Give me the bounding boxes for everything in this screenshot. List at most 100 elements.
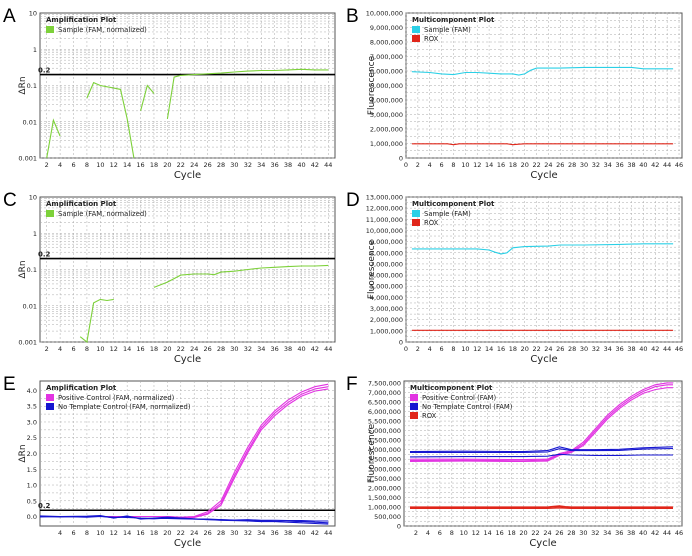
x-tick-labels: 2 4 6 8 10 12 14 16 18 20 22 24 26 28 30 32 34 36 38 40 42 44 [45,345,333,353]
x-tick-label: 10 [96,345,104,353]
chart-title: Multicomponent Plot [412,16,495,24]
x-tick-label: 36 [271,345,279,353]
x-tick-label: 30 [230,529,238,537]
x-tick-label: 10 [461,161,469,169]
legend-swatch [412,35,420,42]
x-tick-label: 4 [426,529,430,537]
y-tick-label: 10 [29,10,37,18]
threshold-label: 0.2 [38,502,51,510]
x-tick-label: 20 [519,529,527,537]
x-tick-label: 34 [257,529,265,537]
x-tick-label: 26 [556,161,564,169]
x-tick-label: 20 [521,345,529,353]
y-tick-label: 11,000,000 [366,216,403,224]
legend-swatch [46,26,54,33]
x-tick-label: 20 [521,161,529,169]
series-line [409,446,674,453]
amplification-plot: 0.2 4 6 8 10 12 14 16 18 20 22 24 26 28 30 32 34 36 38 40 42… [18,380,336,549]
y-tick-label: 0 [399,339,403,347]
y-axis-title: ΔRn [18,260,28,278]
x-tick-label: 24 [190,529,198,537]
x-tick-label: 2 [414,529,418,537]
series-group [409,382,674,509]
x-tick-label: 42 [651,345,659,353]
legend-swatch [410,412,418,419]
y-tick-label: 7,000,000 [370,260,403,268]
x-tick-label: 10 [96,529,104,537]
grid [40,197,335,343]
y-tick-label: 7,000,000 [368,389,401,397]
y-tick-label: 1.5 [27,466,37,474]
series-line [153,264,329,288]
y-tick-label: 4,000,000 [370,294,403,302]
y-axis-title: ΔRn [18,444,28,462]
x-tick-label: 10 [461,345,469,353]
legend-swatch [412,26,420,33]
x-tick-label: 18 [150,529,158,537]
x-tick-label: 12 [110,529,118,537]
y-tick-label: 4,000,000 [368,446,401,454]
x-tick-label: 28 [217,345,225,353]
chart-title: Amplification Plot [46,384,117,392]
panel-a: A 0.2 2 4 6 8 10 12 14 16 18 20 22 24 26 28 30 32 34 36 38 4… [0,0,346,184]
x-tick-label: 30 [230,161,238,169]
y-tick-label: 8,000,000 [370,39,403,47]
legend: Amplification Plot Sample (FAM, normalize… [46,200,147,218]
y-tick-label: 1,000,000 [370,140,403,148]
y-tick-labels: 0 1,000,000 2,000,000 3,000,000 4,000,000 5,0… [366,10,403,163]
legend-label: Sample (FAM) [424,210,471,218]
x-tick-label: 18 [150,345,158,353]
x-tick-label: 16 [136,345,144,353]
legend-swatch [412,219,420,226]
x-tick-label: 26 [556,345,564,353]
x-tick-label: 32 [591,529,599,537]
y-tick-label: 2,000,000 [370,126,403,134]
y-tick-label: 12,000,000 [366,205,403,213]
series-line [410,506,673,509]
series-line [409,384,673,462]
y-tick-label: 5,000,000 [370,82,403,90]
x-tick-label: 38 [627,161,635,169]
series-line [411,243,674,255]
series-group [46,68,329,159]
x-axis-title: Cycle [530,354,557,365]
y-tick-label: 1 [33,46,37,54]
x-tick-label: 0 [404,345,408,353]
x-tick-label: 4 [58,161,62,169]
x-tick-label: 32 [592,161,600,169]
series-group [411,66,674,146]
series-line [410,505,673,508]
y-tick-labels: 10 1 0.1 0.01 0.001 [18,194,37,347]
x-tick-label: 44 [324,161,332,169]
y-tick-label: 0.1 [27,266,37,274]
x-tick-labels: 2 4 6 8 10 12 14 16 18 20 22 24 26 28 30 32 34 36 38 40 42 44 [45,161,333,169]
x-tick-label: 28 [217,161,225,169]
x-tick-label: 24 [544,161,552,169]
x-tick-label: 40 [297,161,305,169]
x-tick-labels: 0 2 4 6 8 10 12 14 16 18 20 22 24 26 28 30 32 34 36 38 40 42 4… [404,345,683,353]
series-line [39,515,329,525]
multicomponent-plot: 0 2 4 6 8 10 12 14 16 18 20 22 24 26 28 30 32 34 36 38 40 42 4… [366,194,683,366]
x-tick-label: 12 [110,345,118,353]
legend: Multicomponent Plot Sample (FAM)ROX [412,200,495,227]
x-tick-label: 40 [639,345,647,353]
x-tick-label: 44 [663,345,671,353]
x-axis-title: Cycle [174,354,201,365]
x-tick-label: 16 [497,345,505,353]
x-tick-label: 34 [257,161,265,169]
y-tick-label: 0.001 [18,155,37,163]
x-tick-label: 0 [404,161,408,169]
panel-label: F [346,374,358,395]
panel-c: C 0.2 2 4 6 8 10 12 14 16 18 20 22 24 26 28 30 32 34 36 38 4… [0,184,346,368]
x-tick-label: 24 [190,345,198,353]
x-tick-label: 46 [675,529,683,537]
y-tick-labels: 0 1,000,000 2,000,000 3,000,000 4,000,000 5,0… [366,194,403,347]
x-tick-label: 14 [123,161,131,169]
x-tick-label: 6 [71,529,75,537]
series-group [79,264,329,344]
panel-b: B 0 2 4 6 8 10 12 14 16 18 20 22 24 26 28 30 32 34 36 38 40 4… [346,0,692,184]
y-tick-label: 1 [33,230,37,238]
x-tick-label: 18 [507,529,515,537]
x-tick-label: 2 [416,161,420,169]
x-tick-label: 22 [532,345,540,353]
